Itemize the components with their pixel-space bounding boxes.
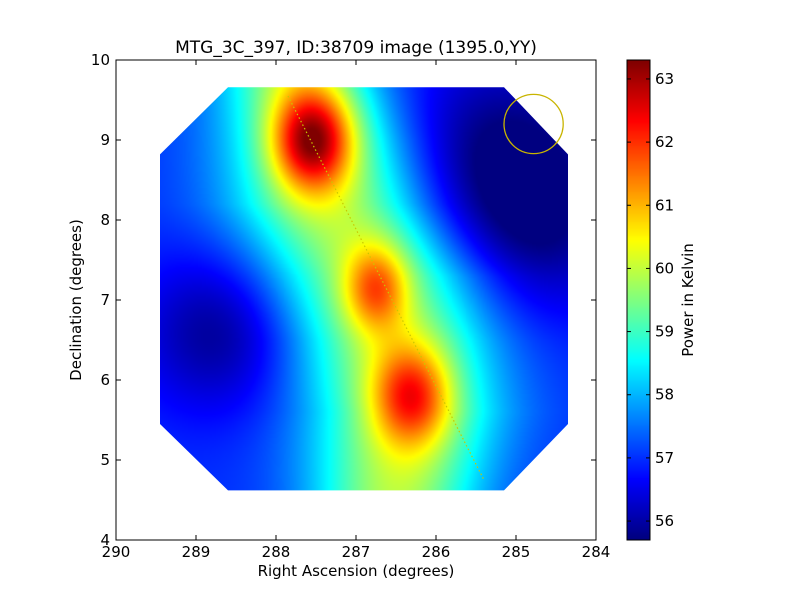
chart-title: MTG_3C_397, ID:38709 image (1395.0,YY) (175, 38, 537, 58)
plot-area (116, 60, 596, 540)
x-tick-label: 285 (502, 543, 531, 561)
colorbar-tick-label: 63 (655, 70, 674, 88)
y-tick-label: 6 (100, 371, 110, 389)
colorbar-gradient (627, 60, 650, 540)
x-tick-label: 289 (182, 543, 211, 561)
y-axis: 4 5 6 7 8 9 10 (91, 51, 596, 549)
x-tick-label: 288 (262, 543, 291, 561)
colorbar-tick-label: 61 (655, 196, 674, 214)
heatmap-image (160, 87, 568, 491)
beam-circle (503, 93, 564, 155)
colorbar-tick-label: 56 (655, 512, 674, 530)
y-tick-label: 10 (91, 51, 110, 69)
colorbar-label: Power in Kelvin (679, 243, 697, 357)
y-axis-label: Declination (degrees) (67, 219, 85, 381)
x-tick-label: 284 (582, 543, 611, 561)
y-tick-label: 4 (100, 531, 110, 549)
colorbar-tick-label: 62 (655, 133, 674, 151)
colorbar-ticks: 56 57 58 59 60 61 62 63 (627, 70, 674, 530)
y-tick-label: 5 (100, 451, 110, 469)
colorbar-tick-label: 58 (655, 386, 674, 404)
colorbar-tick-label: 60 (655, 259, 674, 277)
x-axis-label: Right Ascension (degrees) (258, 562, 455, 580)
x-tick-label: 286 (422, 543, 451, 561)
y-tick-label: 9 (100, 131, 110, 149)
x-axis: 290 289 288 287 286 285 284 (102, 60, 611, 561)
colorbar-frame (626, 59, 651, 541)
colorbar-tick-label: 57 (655, 449, 674, 467)
colorbar: 56 57 58 59 60 61 62 63 Power in Kelvin (626, 59, 697, 541)
colorbar-tick-label: 59 (655, 323, 674, 341)
y-tick-label: 7 (100, 291, 110, 309)
x-tick-label: 287 (342, 543, 371, 561)
x-tick-label: 290 (102, 543, 131, 561)
y-tick-label: 8 (100, 211, 110, 229)
